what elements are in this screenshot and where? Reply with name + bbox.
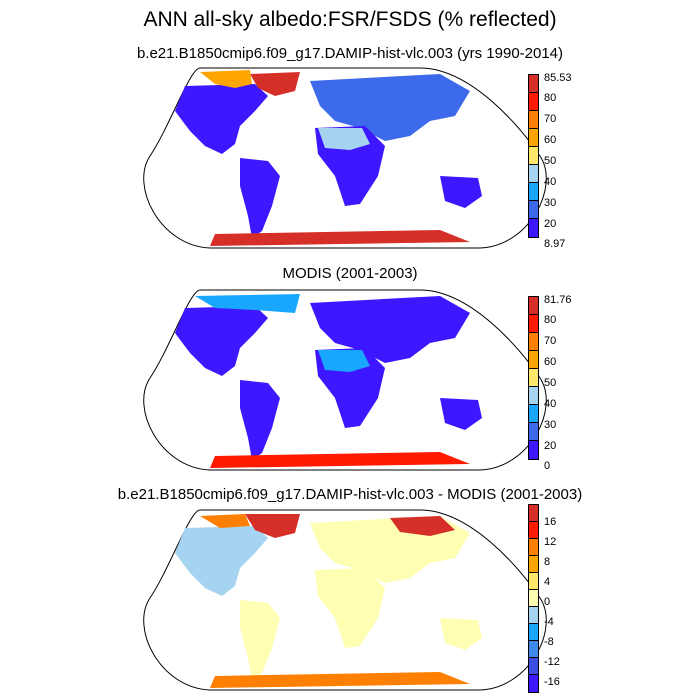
panel3-cbar-label: -16 [544, 676, 560, 688]
panel1-cbar-label: 40 [544, 176, 557, 188]
panel1-antarctica [210, 230, 470, 246]
panel1-north-america [175, 84, 268, 154]
panel3-cbar-label: -12 [544, 656, 560, 668]
panel1-subtitle: b.e21.B1850cmip6.f09_g17.DAMIP-hist-vlc.… [136, 45, 564, 62]
panel1-cbar-label: 50 [544, 155, 557, 167]
panel2-cbar-label: 30 [544, 419, 557, 431]
panel2-cbar-label: 81.76 [544, 294, 572, 306]
panel1-cbar-label: 8.97 [544, 238, 566, 250]
panel3-subtitle: b.e21.B1850cmip6.f09_g17.DAMIP-hist-vlc.… [117, 486, 583, 503]
panel1-cbar-seg [529, 129, 538, 147]
panel3-cbar-seg [529, 607, 538, 624]
panel3-greenland [245, 514, 300, 538]
panel1-sahara [318, 128, 370, 150]
panel3-cbar-seg [529, 641, 538, 658]
panel2-cbar-seg [529, 351, 538, 369]
panel2-colorbar-box [528, 296, 539, 460]
panel2-sahara [318, 350, 370, 372]
panel1-cbar-seg [529, 93, 538, 111]
panel1-cbar-label: 30 [544, 197, 557, 209]
panel2-eurasia [310, 296, 470, 363]
panel3-cbar-seg [529, 675, 538, 692]
panel1-map [143, 67, 547, 249]
panel2-cbar-seg [529, 405, 538, 423]
panel2-colorbar: 81.76 80 70 60 50 40 30 20 0 [528, 294, 572, 472]
figure-title: ANN all-sky albedo:FSR/FSDS (% reflected… [143, 8, 557, 31]
panel1-cbar-seg [529, 219, 538, 237]
panel2-cbar-label: 40 [544, 398, 557, 410]
panel1-cbar-label: 60 [544, 134, 557, 146]
panel3-cbar-label: 4 [544, 576, 551, 588]
panel1-cbar-label: 80 [544, 92, 557, 104]
panel2-antarctica [210, 452, 470, 468]
panel3-cbar-seg [529, 624, 538, 641]
panel3-cbar-label: -4 [544, 616, 554, 628]
panel2-globe-group [143, 289, 547, 471]
panel1-colorbar: 85.53 80 70 60 50 40 30 20 8.97 [528, 72, 572, 250]
panel3-cbar-label: 16 [544, 516, 557, 528]
panel2-cbar-seg [529, 297, 538, 315]
panel3-arctic-band [200, 514, 250, 528]
panel1-cbar-seg [529, 201, 538, 219]
panel3-cbar-seg [529, 573, 538, 590]
panel1-australia [440, 176, 482, 208]
panel1-cbar-seg [529, 183, 538, 201]
panel3-antarctica [210, 672, 470, 688]
panel2-map [143, 289, 547, 471]
panel1-cbar-seg [529, 111, 538, 129]
panel2-cbar-label: 50 [544, 377, 557, 389]
panel3-cbar-seg [529, 556, 538, 573]
panel2-cbar-seg [529, 333, 538, 351]
panel3-cbar-seg [529, 522, 538, 539]
panel3-australia [440, 618, 482, 650]
panel3-north-america [175, 526, 268, 596]
panel1-cbar-seg [529, 75, 538, 93]
panel2-cbar-seg [529, 369, 538, 387]
panel2-south-america [240, 380, 280, 460]
panel1-arctic-band [200, 70, 252, 88]
panel3-cbar-label: 12 [544, 536, 557, 548]
panel3-colorbar: 16 12 8 4 0 -4 -8 -12 -16 [528, 504, 560, 693]
panel2-cbar-seg [529, 315, 538, 333]
panel2-subtitle: MODIS (2001-2003) [282, 265, 418, 282]
panel3-cbar-seg [529, 505, 538, 522]
panel3-globe-group [143, 509, 547, 691]
panel1-south-america [240, 158, 280, 238]
panel3-cbar-seg [529, 539, 538, 556]
panel1-cbar-seg [529, 147, 538, 165]
panel3-colorbar-box [528, 504, 539, 693]
panel3-south-america [240, 600, 280, 680]
panel1-eurasia [310, 74, 470, 141]
panel3-cbar-label: -8 [544, 636, 554, 648]
panel3-africa [315, 568, 385, 648]
panel2-cbar-label: 60 [544, 356, 557, 368]
panel2-cbar-seg [529, 441, 538, 459]
panel2-cbar-seg [529, 423, 538, 441]
panel3-cbar-seg [529, 658, 538, 675]
panel2-cbar-seg [529, 387, 538, 405]
panel3-cbar-seg [529, 590, 538, 607]
panel1-greenland [250, 72, 300, 96]
panel1-globe-group [143, 67, 547, 249]
panel1-cbar-label: 20 [544, 218, 557, 230]
panel1-cbar-seg [529, 165, 538, 183]
panel3-siberia [390, 516, 455, 536]
panel1-cbar-label: 70 [544, 113, 557, 125]
panel2-cbar-label: 20 [544, 440, 557, 452]
panel3-map [143, 509, 547, 691]
panel2-australia [440, 398, 482, 430]
panel2-arctic-band [195, 294, 300, 313]
panel2-north-america [175, 306, 268, 376]
panel1-cbar-label: 85.53 [544, 72, 572, 84]
panel2-cbar-label: 80 [544, 314, 557, 326]
panel2-cbar-label: 70 [544, 335, 557, 347]
panel3-cbar-label: 0 [544, 596, 551, 608]
panel1-colorbar-box [528, 74, 539, 238]
panel2-cbar-label: 0 [544, 460, 551, 472]
panel3-cbar-label: 8 [544, 556, 551, 568]
